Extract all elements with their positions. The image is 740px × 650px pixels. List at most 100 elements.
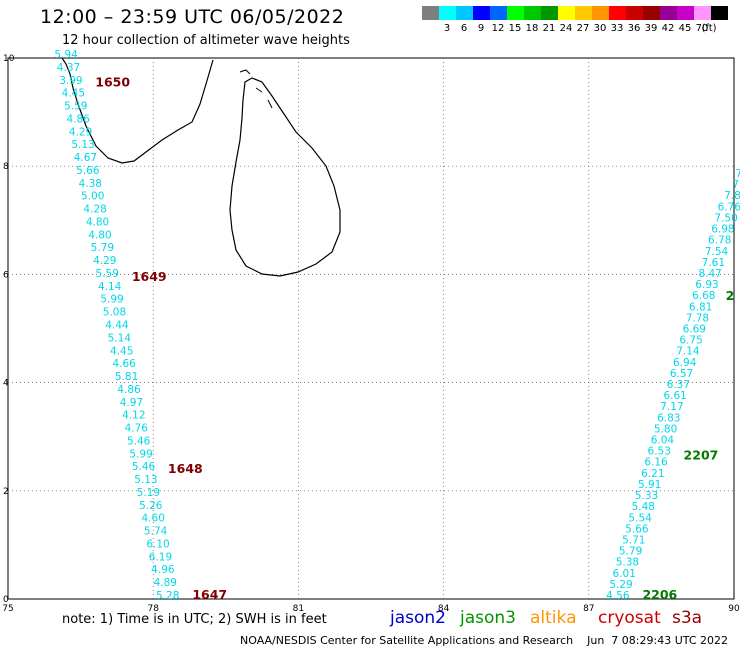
wave-height-value: 4.66 (112, 358, 136, 370)
scale-swatch (422, 6, 439, 20)
india-coastline (61, 57, 214, 164)
wave-height-value: 6.93 (695, 279, 718, 291)
wave-height-value: 4.89 (154, 577, 177, 589)
footer-credit: NOAA/NESDIS Center for Satellite Applica… (240, 634, 728, 647)
scale-label: 18 (525, 23, 539, 34)
wave-height-value: 7.8 (724, 190, 740, 202)
altimeter-tracks: 5.944.373.994.455.594.864.295.134.675.66… (54, 49, 740, 602)
pass-time-label: 1650 (95, 74, 130, 89)
wave-height-value: 6.94 (673, 357, 697, 369)
wave-height-value: 5.91 (638, 479, 661, 491)
wave-height-value: 4.67 (74, 152, 97, 164)
wave-height-value: 5.99 (129, 448, 152, 460)
lon-tick-label: 78 (147, 604, 159, 614)
scale-label: 12 (491, 23, 505, 34)
lon-tick-label: 90 (728, 604, 740, 614)
wave-height-value: 5.29 (609, 579, 632, 591)
wave-height-value: 6.76 (718, 201, 740, 213)
lon-tick-label: 75 (2, 604, 13, 614)
wave-height-value: 3.99 (59, 75, 82, 87)
pass-time-label: 1648 (168, 461, 203, 476)
sri-lanka-north-islands (239, 69, 273, 109)
scale-swatch (575, 6, 592, 20)
wave-height-value: 5.74 (144, 526, 168, 538)
scale-label: 24 (559, 23, 573, 34)
pass-time-label: 2207 (684, 448, 719, 463)
wave-height-value: 6.16 (644, 457, 668, 469)
page-subtitle: 12 hour collection of altimeter wave hei… (62, 33, 350, 48)
scale-swatch (507, 6, 524, 20)
wave-height-value: 7.54 (705, 246, 729, 258)
scale-label: 33 (610, 23, 624, 34)
page-title: 12:00 – 23:59 UTC 06/05/2022 (40, 6, 345, 28)
wave-height-value: 4.12 (122, 410, 145, 422)
satellite-legend-jason2: jason2 (390, 608, 446, 628)
wave-height-value: 8.47 (698, 268, 721, 280)
scale-label: 9 (477, 23, 485, 34)
wave-height-value: 4.28 (83, 204, 106, 216)
wave-height-value: 5.71 (622, 534, 645, 546)
wave-height-value: 5.59 (64, 101, 87, 113)
wave-height-value: 5.46 (127, 435, 151, 447)
wave-height-value: 4.80 (88, 229, 111, 241)
wave-height-value: 4.29 (69, 126, 92, 138)
map-frame (7, 57, 735, 600)
wave-height-value: 4.44 (105, 320, 129, 332)
wave-height-value: 5.94 (54, 49, 78, 61)
footer-note: note: 1) Time is in UTC; 2) SWH is in fe… (62, 612, 327, 627)
wave-height-value: 6.69 (683, 323, 706, 335)
pass-time-label: 2 (726, 288, 735, 303)
wave-height-value: 6.75 (679, 335, 702, 347)
wave-height-value: 4.60 (142, 513, 165, 525)
lat-tick-label: 10 (3, 54, 15, 64)
wave-height-value: 6.21 (641, 468, 664, 480)
wave-height-value: 5.59 (96, 268, 119, 280)
wave-height-value: 4.45 (62, 88, 85, 100)
wave-height-value: 4.80 (86, 216, 109, 228)
scale-swatch (609, 6, 626, 20)
wave-height-value: 4.96 (151, 564, 175, 576)
scale-label: 21 (542, 23, 556, 34)
wave-height-value: 6.78 (708, 235, 731, 247)
scale-swatch (439, 6, 456, 20)
wave-height-value: 5.79 (91, 242, 114, 254)
wave-height-value: 4.86 (117, 384, 141, 396)
scale-label: 27 (576, 23, 590, 34)
scale-swatch (456, 6, 473, 20)
wave-height-value: 5.28 (156, 590, 179, 602)
scale-swatch (524, 6, 541, 20)
scale-swatch (592, 6, 609, 20)
satellite-legend-altika: altika (530, 608, 577, 628)
lon-tick-label: 87 (583, 604, 594, 614)
wave-height-value: 5.13 (134, 474, 157, 486)
wave-height-value: 4.45 (110, 345, 133, 357)
wave-height-value: 6.81 (689, 301, 712, 313)
axis-tick-labels: 75 78 81 84 87 90 0 2 4 6 8 10 (2, 54, 740, 614)
wave-height-value: 5.79 (619, 546, 642, 558)
scale-swatch (677, 6, 694, 20)
wave-height-value: 5.66 (76, 165, 100, 177)
lat-lon-grid (8, 58, 734, 599)
scale-label: 6 (460, 23, 468, 34)
scale-label: 70 (695, 23, 709, 34)
satellite-legend-cryosat: cryosat (598, 608, 661, 628)
scale-swatch (626, 6, 643, 20)
scale-label: 45 (678, 23, 692, 34)
wave-height-value: 7 (732, 179, 739, 191)
satellite-legend-s3a: s3a (672, 608, 703, 628)
wave-height-value: 5.08 (103, 307, 126, 319)
wave-height-value: 4.97 (120, 397, 143, 409)
wave-height-value: 7.14 (676, 346, 700, 358)
wave-height-value: 4.29 (93, 255, 116, 267)
wave-height-value: 6.10 (146, 538, 169, 550)
pass-time-label: 2206 (642, 587, 677, 602)
wave-height-value: 6.83 (657, 412, 680, 424)
wave-height-value: 6.04 (651, 435, 675, 447)
scale-swatch (473, 6, 490, 20)
scale-label: 39 (644, 23, 658, 34)
lat-tick-label: 4 (3, 379, 9, 389)
wave-height-value: 7.50 (714, 212, 737, 224)
wave-height-value: 5.38 (616, 557, 639, 569)
sri-lanka-coastline (229, 77, 341, 277)
